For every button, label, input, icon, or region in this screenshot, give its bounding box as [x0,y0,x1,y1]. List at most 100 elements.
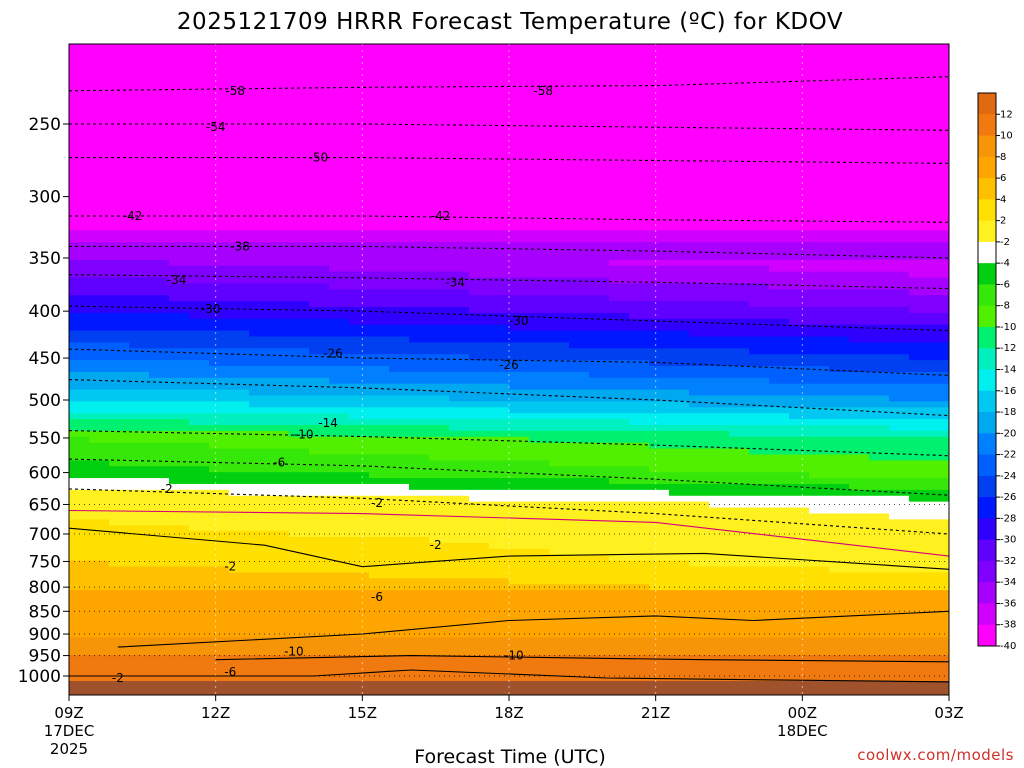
temperature-cell [909,176,930,184]
temperature-cell [149,613,170,620]
temperature-cell [849,619,870,626]
temperature-cell [909,471,930,479]
temperature-cell [389,82,410,89]
temperature-cell [449,82,470,89]
temperature-cell [229,571,250,579]
temperature-cell [109,660,130,667]
temperature-cell [729,642,750,650]
temperature-cell [629,377,650,384]
temperature-cell [709,601,730,608]
temperature-cell [529,371,550,378]
temperature-cell [489,672,510,679]
temperature-cell [529,624,550,632]
temperature-cell [289,217,310,225]
temperature-cell [809,465,830,473]
temperature-cell [869,453,890,461]
isotherm-contour [69,274,949,290]
temperature-cell [309,200,330,207]
temperature-cell [149,135,170,142]
temperature-cell [409,459,430,467]
temperature-cell [249,94,270,101]
temperature-cell [509,477,530,484]
temperature-cell [409,495,430,502]
temperature-cell [89,365,110,372]
temperature-cell [789,276,810,284]
temperature-cell [109,453,130,461]
temperature-cell [529,666,550,673]
temperature-cell [189,341,210,349]
temperature-cell [449,241,470,249]
temperature-cell [649,223,670,231]
temperature-cell [229,235,250,243]
temperature-cell [669,117,690,125]
temperature-cell [549,111,570,119]
temperature-cell [109,483,130,490]
temperature-cell [509,82,530,89]
temperature-cell [469,188,490,195]
temperature-cell [289,46,310,54]
temperature-cell [729,100,750,107]
temperature-cell [769,636,790,644]
temperature-cell [449,288,470,296]
temperature-cell [309,70,330,78]
temperature-cell [669,489,690,496]
temperature-cell [489,365,510,372]
temperature-cell [429,524,450,532]
temperature-cell [589,265,610,272]
temperature-cell [589,436,610,443]
temperature-cell [869,235,890,243]
temperature-cell [109,447,130,455]
temperature-cell [629,330,650,337]
temperature-cell [69,447,90,455]
temperature-cell [889,223,910,231]
temperature-cell [649,672,670,679]
temperature-cell [869,400,890,408]
temperature-cell [789,642,810,650]
temperature-cell [189,223,210,231]
temperature-cell [129,383,150,390]
temperature-cell [489,477,510,484]
temperature-cell [569,465,590,473]
temperature-cell [929,253,949,260]
temperature-cell [589,412,610,420]
temperature-cell [529,613,550,620]
temperature-cell [789,247,810,254]
temperature-cell [649,241,670,249]
temperature-cell [669,371,690,378]
temperature-cell [309,383,330,390]
temperature-cell [189,158,210,166]
temperature-cell [469,288,490,296]
temperature-cell [389,259,410,266]
temperature-cell [209,212,230,219]
temperature-cell [489,44,510,48]
temperature-cell [629,577,650,585]
temperature-cell [109,365,130,372]
temperature-cell [889,200,910,207]
temperature-cell [289,577,310,585]
temperature-cell [549,223,570,231]
temperature-cell [69,129,90,137]
temperature-cell [729,194,750,201]
temperature-cell [749,548,770,555]
temperature-cell [609,518,630,526]
temperature-cell [309,158,330,166]
temperature-cell [829,565,850,573]
temperature-cell [369,241,390,249]
temperature-cell [169,571,190,579]
temperature-cell [69,430,90,437]
temperature-cell [409,44,430,48]
temperature-cell [649,371,670,378]
temperature-cell [489,70,510,78]
temperature-cell [549,70,570,78]
temperature-cell [89,624,110,632]
temperature-cell [129,241,150,249]
temperature-cell [249,548,270,555]
temperature-cell [769,188,790,195]
temperature-cell [609,235,630,243]
temperature-cell [929,341,949,349]
temperature-cell [789,100,810,107]
temperature-cell [849,182,870,190]
temperature-cell [489,94,510,101]
temperature-cell [629,524,650,532]
temperature-cell [149,324,170,331]
